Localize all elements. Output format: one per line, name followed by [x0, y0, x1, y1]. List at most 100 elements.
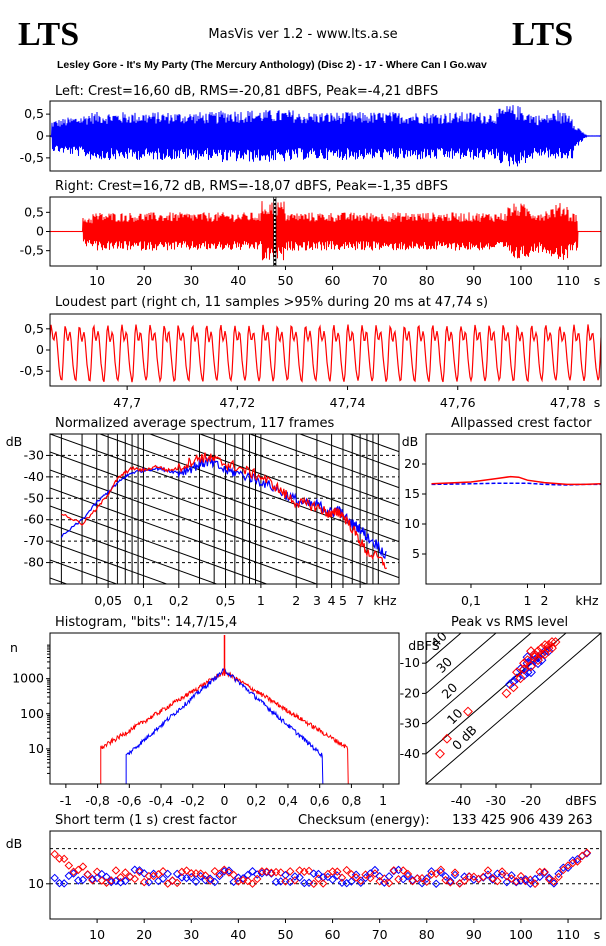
stcrest-point-left	[403, 871, 413, 881]
stcrest-point-left	[455, 878, 464, 888]
spectrum-slope	[298, 434, 399, 471]
stcrest-point-right	[389, 866, 399, 875]
spectrum-slope	[50, 469, 369, 584]
spectrum-slope	[98, 434, 399, 543]
pvr-point-right	[533, 646, 543, 657]
spectrum-line-right	[61, 452, 388, 570]
stcrest-xtick-label: 20	[136, 927, 152, 942]
spectrum-ylabel: dB	[6, 434, 23, 449]
pvr-point-left	[515, 664, 526, 675]
pvr-point-right	[540, 649, 550, 660]
pvr-point-right	[442, 733, 452, 744]
stcrest-point-left	[309, 869, 318, 878]
pvr-point-right	[543, 643, 554, 654]
lts-logo-left: LTS	[18, 16, 79, 53]
stcrest-point-right	[573, 857, 582, 866]
loudest-part-xtick-label: 47,74	[330, 395, 366, 410]
stcrest-point-right	[158, 867, 168, 876]
stcrest-xtick-label: 50	[278, 927, 294, 942]
stcrest-point-right	[248, 879, 257, 888]
pvr-point-right	[512, 667, 522, 678]
stcrest-point-right	[554, 872, 563, 882]
stcrest-point-right	[365, 873, 375, 883]
stcrest-point-left	[544, 873, 554, 883]
stcrest-point-left	[375, 871, 384, 881]
spectrum-xtick-label: 1	[257, 593, 265, 608]
allpassed-unit: kHz	[575, 593, 599, 608]
pvr-diagonal-label: 30	[433, 654, 455, 676]
checksum-value: 133 425 906 439 263	[452, 813, 593, 828]
right-waveform-plot: 0,5 0 -0,5 10 20 30 40 50 60 70 80 90 100 110 s	[20, 196, 602, 288]
stcrest-point-right	[394, 875, 403, 884]
stcrest-ytick-label: 10	[28, 876, 44, 891]
stcrest-point-left	[351, 870, 361, 879]
stcrest-point-right	[55, 854, 64, 863]
pvr-point-left	[522, 667, 533, 678]
loudest-part-ytick-label: 0	[36, 342, 44, 357]
stcrest-point-left	[78, 875, 88, 885]
spectrum-ytick-label: -60	[24, 512, 44, 527]
right-waveform-xtick-label: 20	[136, 273, 152, 288]
histogram-xtick-label: 0	[221, 793, 229, 808]
pvr-diagonal	[426, 633, 601, 784]
spectrum-slope	[50, 451, 399, 579]
stcrest-xtick-label: 100	[509, 927, 533, 942]
pvr-point-left	[533, 652, 543, 663]
app-title: MasVis ver 1.2 - www.lts.a.se	[208, 27, 397, 42]
allpassed-xtick-label: 1	[524, 593, 532, 608]
stcrest-point-right	[403, 869, 413, 879]
stcrest-xtick-label: 80	[419, 927, 435, 942]
stcrest-point-right	[356, 876, 366, 885]
loudest-part-xtick-label: 47,76	[440, 395, 476, 410]
pvr-point-right	[463, 706, 473, 717]
stcrest-point-right	[483, 866, 493, 875]
stcrest-point-left	[384, 872, 394, 881]
stcrest-point-right	[342, 865, 351, 875]
stcrest-point-right	[172, 878, 182, 888]
stcrest-point-right	[337, 873, 347, 882]
loudest-part-ytick-label: 0,5	[24, 321, 44, 336]
stcrest-point-left	[300, 878, 309, 888]
histogram-ytick-label: 10	[28, 741, 44, 756]
right-waveform-xtick-label: 10	[89, 273, 105, 288]
pvr-ylabel: dBFS	[408, 638, 439, 653]
pvr-point-right	[529, 649, 540, 660]
histogram-group	[100, 635, 349, 784]
stcrest-point-left	[398, 874, 408, 884]
stcrest-point-right	[252, 874, 262, 884]
stcrest-point-right	[493, 876, 502, 886]
stcrest-point-left	[563, 863, 573, 872]
spectrum-xtick-label: 0,2	[169, 593, 189, 608]
file-title: Lesley Gore - It's My Party (The Mercury…	[57, 59, 487, 71]
stcrest-xtick-label: 70	[372, 927, 388, 942]
pvr-point-right	[515, 673, 526, 684]
pvr-point-left	[522, 652, 533, 663]
pvr-point-right	[540, 640, 550, 651]
left-waveform-ytick-label: 0	[36, 128, 44, 143]
pvr-point-left	[533, 658, 543, 669]
stcrest-point-left	[243, 870, 253, 880]
histogram-ytick-label: 100	[20, 706, 44, 721]
histogram-xtick-label: 0,4	[278, 793, 298, 808]
histogram-title: Histogram, "bits": 14,7/15,4	[55, 615, 237, 630]
stcrest-point-right	[210, 866, 220, 876]
loudest-part-title: Loudest part (right ch, 11 samples >95% …	[55, 295, 488, 310]
histogram-right-line	[100, 668, 349, 784]
stcrest-point-left	[446, 876, 455, 886]
pvr-point-left	[529, 655, 540, 666]
pvr-point-right	[519, 658, 529, 669]
pvr-point-left	[505, 679, 515, 690]
stcrest-point-left	[365, 869, 375, 878]
spectrum-frame	[49, 433, 400, 585]
spectrum-ytick-label: -70	[24, 533, 44, 548]
stcrest-point-right	[276, 868, 286, 877]
stcrest-point-left	[144, 877, 154, 887]
allpassed-frame	[425, 433, 602, 585]
stcrest-point-left	[314, 869, 323, 879]
stcrest-point-left	[436, 867, 446, 877]
spectrum-slope	[50, 559, 119, 584]
stcrest-point-left	[431, 879, 441, 888]
stcrest-point-right	[116, 873, 125, 882]
spectrum-title: Normalized average spectrum, 117 frames	[55, 416, 334, 431]
spectrum-slope	[50, 523, 219, 584]
